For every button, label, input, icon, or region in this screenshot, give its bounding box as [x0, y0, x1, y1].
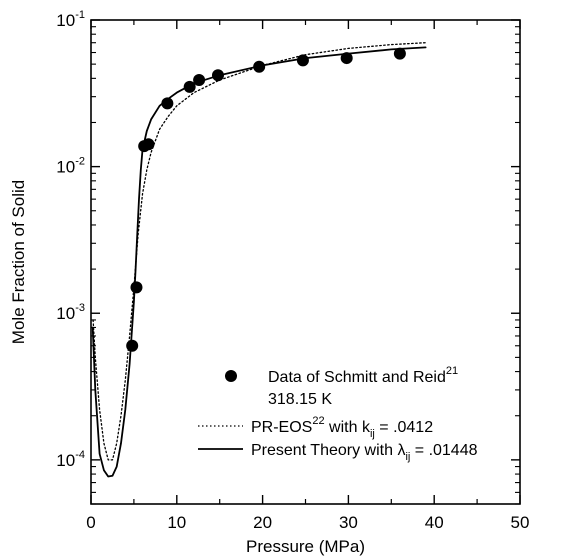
data-point — [393, 47, 406, 60]
x-axis-title: Pressure (MPa) — [246, 537, 365, 556]
x-tick-label: 40 — [425, 513, 444, 532]
data-point — [296, 54, 309, 67]
x-tick-label: 30 — [339, 513, 358, 532]
present-theory-line — [91, 46, 427, 478]
legend-label-data: Data of Schmitt and Reid21 — [268, 365, 458, 386]
legend-label-temperature: 318.15 K — [268, 391, 332, 408]
legend-label-present-theory: Present Theory with λij = .01448 — [251, 442, 478, 463]
x-tick-label: 0 — [86, 513, 95, 532]
y-tick-label: 10-4 — [56, 449, 85, 470]
legend-label-pr-eos: PR-EOS22 with kij = .0412 — [251, 415, 433, 440]
legend: Data of Schmitt and Reid21 318.15 K PR-EOS… — [198, 365, 478, 463]
x-tick-label: 20 — [253, 513, 272, 532]
x-tick-label: 10 — [167, 513, 186, 532]
data-point — [130, 281, 143, 294]
y-axis-title: Mole Fraction of Solid — [9, 180, 28, 344]
y-tick-label: 10-1 — [56, 9, 85, 30]
data-point — [161, 97, 174, 110]
legend-point-marker — [225, 370, 237, 382]
y-tick-label: 10-2 — [56, 156, 85, 177]
data-point — [142, 138, 155, 151]
data-point — [340, 52, 353, 65]
pr-eos-line — [92, 42, 427, 461]
y-tick-label: 10-3 — [56, 302, 85, 323]
x-tick-label: 50 — [511, 513, 530, 532]
